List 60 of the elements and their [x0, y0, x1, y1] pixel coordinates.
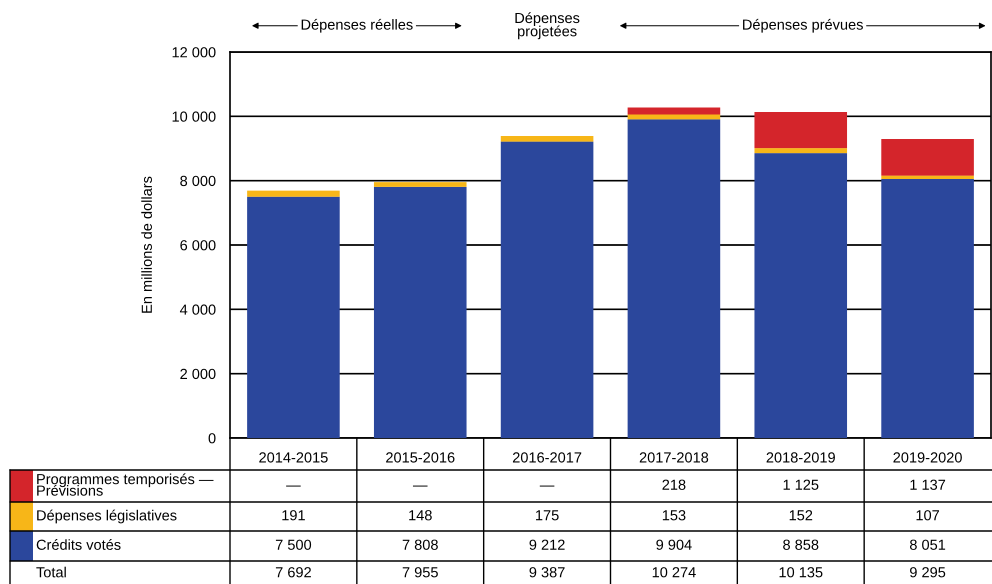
bar	[628, 114, 720, 120]
text: Dépenses prévues	[743, 18, 863, 33]
x-tick-label: 2014-2015	[259, 452, 328, 463]
x-tick-label: 2018-2019	[766, 452, 835, 463]
y-tick-label: 8 000	[180, 176, 216, 186]
y-tick-label: 6 000	[180, 240, 216, 250]
text: 9 387	[530, 567, 565, 578]
bar	[754, 148, 848, 154]
text: —	[286, 486, 301, 487]
data-label: 8 051	[910, 540, 946, 550]
x-tick-label: 2019-2020	[893, 452, 962, 463]
bar	[374, 186, 467, 438]
text: 7 955	[402, 567, 438, 578]
bar	[754, 112, 848, 148]
bar	[247, 190, 340, 197]
bar	[500, 142, 594, 438]
bar	[374, 182, 467, 187]
bar	[881, 139, 974, 176]
x-tick-label: 2016-2017	[512, 452, 582, 463]
text: Dépenses réelles	[302, 18, 413, 33]
text: 10 135	[780, 567, 822, 578]
legend-label: Programmes temporisés — Prévisions	[37, 473, 214, 496]
text: 9 295	[910, 567, 946, 578]
data-label: 107	[916, 510, 940, 520]
text: 7 692	[276, 567, 311, 578]
y-tick-label: 12 000	[172, 47, 216, 58]
text: 10 274	[652, 567, 696, 578]
bar	[500, 136, 594, 142]
text: Total	[36, 566, 66, 578]
bar	[247, 196, 340, 438]
bar	[754, 153, 848, 438]
data-label: 9 904	[656, 540, 692, 550]
data-label: 152	[790, 510, 812, 520]
y-tick-label: 10 000	[172, 111, 216, 122]
y-tick-label: 4 000	[180, 304, 216, 315]
y-tick-label: 0	[208, 433, 216, 444]
x-tick-label: 2015-2016	[386, 452, 454, 463]
bar	[628, 107, 720, 114]
data-label: 7 808	[402, 540, 438, 550]
text: —	[412, 486, 428, 487]
bar	[881, 179, 974, 438]
data-label: 9 212	[530, 540, 565, 550]
data-label: 148	[409, 510, 432, 520]
y-tick-label: 2 000	[180, 368, 216, 380]
data-label: 218	[662, 480, 686, 490]
data-label: 1 137	[910, 480, 946, 490]
bar	[628, 119, 720, 438]
legend-label: Dépenses législatives	[37, 510, 177, 524]
text: Dépenses projetées	[515, 12, 580, 40]
data-label: 175	[536, 510, 559, 520]
x-tick-label: 2017-2018	[640, 452, 708, 463]
data-label: 191	[282, 510, 305, 520]
data-label: 1 125	[784, 480, 818, 490]
legend-label: Crédits votés	[36, 539, 121, 550]
y-axis-title: En millions de dollars	[141, 176, 152, 313]
bar	[881, 176, 974, 180]
data-label: 153	[662, 510, 686, 520]
data-label: 8 858	[783, 540, 818, 550]
data-label: 7 500	[276, 540, 312, 550]
text: —	[540, 486, 554, 487]
